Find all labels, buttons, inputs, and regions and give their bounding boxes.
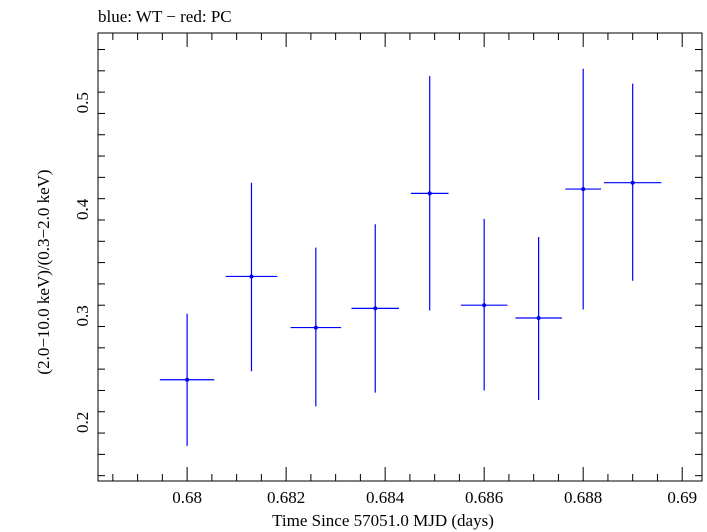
y-axis-title: (2.0−10.0 keV)/(0.3−2.0 keV) bbox=[34, 169, 53, 374]
x-tick-label: 0.68 bbox=[172, 488, 202, 507]
y-tick-label: 0.5 bbox=[73, 92, 92, 113]
y-axis-ticks: 0.2 0.3 0.4 0.5 bbox=[73, 49, 702, 477]
x-tick-label: 0.684 bbox=[366, 488, 405, 507]
y-tick-label: 0.2 bbox=[73, 412, 92, 433]
x-axis-title: Time Since 57051.0 MJD (days) bbox=[272, 511, 494, 530]
series-WT bbox=[159, 68, 662, 446]
y-tick-label: 0.4 bbox=[73, 198, 92, 220]
x-axis-ticks: 0.68 0.682 0.684 0.686 0.688 0.69 bbox=[112, 33, 697, 507]
y-tick-label: 0.3 bbox=[73, 305, 92, 326]
data-point bbox=[185, 377, 190, 382]
data-point bbox=[536, 315, 541, 320]
x-tick-label: 0.688 bbox=[564, 488, 602, 507]
data-point bbox=[373, 306, 378, 311]
data-point bbox=[630, 180, 635, 185]
x-tick-label: 0.69 bbox=[667, 488, 697, 507]
plot-frame bbox=[97, 32, 703, 482]
x-tick-label: 0.682 bbox=[267, 488, 305, 507]
data-point bbox=[482, 303, 487, 308]
x-tick-label: 0.686 bbox=[465, 488, 503, 507]
series-layer bbox=[159, 68, 662, 446]
data-point bbox=[313, 325, 318, 330]
chart-title: blue: WT − red: PC bbox=[98, 7, 232, 26]
data-point bbox=[581, 187, 586, 192]
data-point bbox=[249, 274, 254, 279]
data-point bbox=[427, 191, 432, 196]
